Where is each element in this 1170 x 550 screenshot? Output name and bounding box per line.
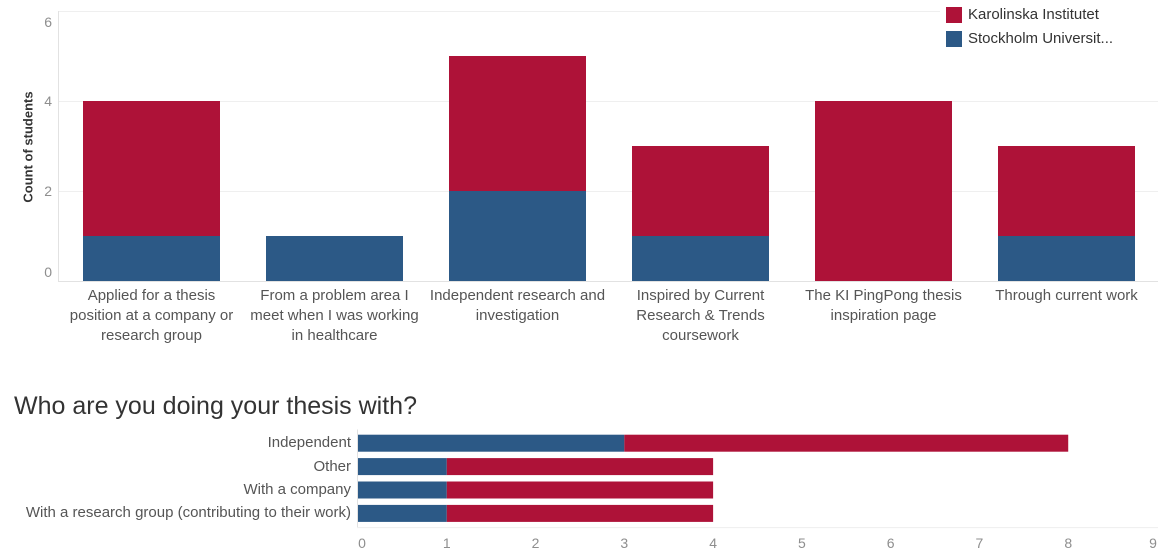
legend-item-stockholm-university[interactable]: Stockholm Universit... [946,26,1160,50]
legend-label: Stockholm Universit... [968,30,1114,47]
bar-segment-karolinska-institutet[interactable] [446,458,714,476]
row-label[interactable]: With a research group (contributing to t… [25,504,351,522]
bar-segment-stockholm-universit[interactable] [358,504,447,522]
x-tick-label: 9 [1149,535,1157,550]
x-tick-label: 6 [887,535,895,550]
bar-segment-stockholm-universit[interactable] [358,434,625,452]
legend-item-karolinska-institutet[interactable]: Karolinska Institutet [946,2,1160,26]
x-tick-label: 7 [976,535,984,550]
x-tick-label: 3 [620,535,628,550]
legend: Karolinska Institutet Stockholm Universi… [940,2,1162,52]
row-axis: Independent Other With a company With a res… [0,380,352,550]
column-chart-plot: 0 2 4 6 [44,11,1158,282]
bar-segment-karolinska-institutet[interactable] [998,146,1135,236]
bar-segment-karolinska-institutet[interactable] [446,481,714,499]
bar-segment-karolinska-institutet[interactable] [624,434,1069,452]
stacked-column-chart: 0 2 4 6 Count of students Applied for a the… [0,2,1170,350]
x-tick-label: 5 [798,535,806,550]
bar-segment-stockholm-universit[interactable] [998,236,1135,281]
legend-swatch [946,7,962,23]
bar-segment-stockholm-universit[interactable] [358,458,447,476]
category-label[interactable]: Inspired by Current Research & Trends co… [636,287,765,344]
category-label[interactable]: The KI PingPong thesis inspiration page [805,287,962,324]
x-tick-label: 0 [358,535,366,550]
row-label[interactable]: Other [313,457,351,475]
bar-segment-karolinska-institutet[interactable] [632,146,769,236]
bar-segment-karolinska-institutet[interactable] [446,504,714,522]
bar-chart-plot: 0 1 2 3 4 5 6 7 8 9 [357,429,1158,550]
row-label[interactable]: Independent [267,434,351,452]
bar-segment-stockholm-universit[interactable] [632,236,769,281]
y-tick-label: 2 [44,183,52,199]
bar-segment-stockholm-universit[interactable] [358,481,447,499]
y-tick-label: 4 [44,93,52,109]
bars [358,434,1069,522]
bar-segment-karolinska-institutet[interactable] [83,101,220,236]
y-tick-label: 6 [44,14,52,30]
category-label[interactable]: Through current work [995,287,1138,304]
y-axis-title: Count of students [20,91,36,203]
bar-segment-stockholm-universit[interactable] [449,191,586,281]
stacked-bar-chart: Who are you doing your thesis with? 0 1 2 3… [0,380,1170,550]
category-axis: Applied for a thesis position at a compa… [0,286,1170,350]
category-label[interactable]: Applied for a thesis position at a compa… [69,287,234,344]
category-label[interactable]: From a problem area I meet when I was wo… [250,287,419,344]
legend-label: Karolinska Institutet [968,6,1099,23]
bars [83,56,1135,281]
x-tick-label: 2 [532,535,540,550]
bar-segment-stockholm-universit[interactable] [266,236,403,281]
y-tick-label: 0 [44,264,52,280]
x-tick-label: 8 [1064,535,1072,550]
category-label[interactable]: Independent research and investigation [429,287,606,324]
chart-title: Who are you doing your thesis with? [14,392,417,420]
x-tick-label: 4 [709,535,717,550]
bar-segment-karolinska-institutet[interactable] [449,56,586,191]
bar-segment-karolinska-institutet[interactable] [815,101,952,281]
legend-swatch [946,31,962,47]
row-label[interactable]: With a company [243,481,351,498]
x-tick-label: 1 [443,535,451,550]
gridlines [58,11,1158,282]
bar-segment-stockholm-universit[interactable] [83,236,220,281]
